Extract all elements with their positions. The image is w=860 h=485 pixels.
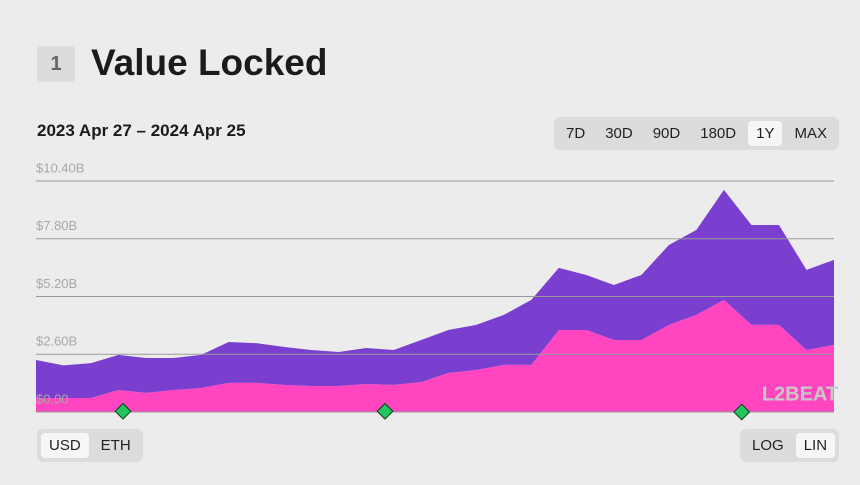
range-buttons: 7D 30D 90D 180D 1Y MAX [554,117,839,150]
button[interactable]: LIN [795,433,836,458]
area [36,189,834,399]
button[interactable]: 30D [605,125,633,142]
button[interactable]: LOG [752,437,784,454]
y-tick-label: $2.60B [36,334,77,349]
date-range: 2023 Apr 27 – 2024 Apr 25 [37,121,246,140]
y-tick-label: $0.00 [36,391,69,406]
title: Value Locked [91,42,328,83]
button[interactable]: MAX [794,125,827,142]
button[interactable]: 180D [700,125,737,142]
watermark: L2BEAT [762,383,838,405]
scale-buttons: LOG LIN [740,429,840,462]
y-tick-label: $5.20B [36,276,77,291]
button[interactable]: 1Y [748,121,783,146]
badge: 1 [37,46,75,82]
unit-buttons: USD ETH [37,429,143,462]
button[interactable]: ETH [100,437,131,454]
area [36,299,834,412]
button[interactable]: 7D [566,125,586,142]
button[interactable]: USD [41,433,89,458]
y-tick-label: $7.80B [36,218,77,233]
y-tick-label: $10.40B [36,160,84,175]
button[interactable]: 90D [652,125,681,142]
